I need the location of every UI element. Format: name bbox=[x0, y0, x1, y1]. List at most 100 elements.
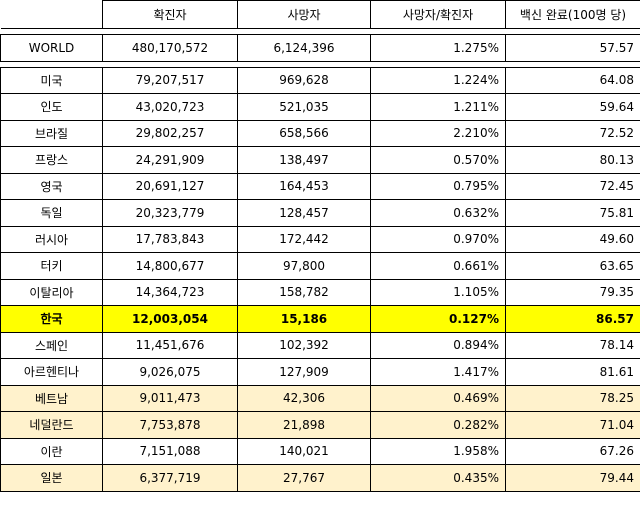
deaths-cell: 27,767 bbox=[237, 464, 371, 492]
vaccine-cell: 86.57 bbox=[505, 305, 640, 333]
header-fatality-ratio: 사망자/확진자 bbox=[370, 0, 506, 29]
cases-cell: 14,364,723 bbox=[102, 278, 238, 306]
table-row: 스페인 11,451,676 102,392 0.894% 78.14 bbox=[0, 331, 640, 359]
table-row: 네덜란드 7,753,878 21,898 0.282% 71.04 bbox=[0, 411, 640, 439]
cases-cell: 79,207,517 bbox=[102, 66, 238, 94]
vaccine-cell: 79.35 bbox=[505, 278, 640, 306]
vaccine-cell: 57.57 bbox=[505, 34, 640, 62]
deaths-cell: 969,628 bbox=[237, 66, 371, 94]
header-vaccination: 백신 완료(100명 당) bbox=[505, 0, 640, 29]
deaths-cell: 521,035 bbox=[237, 93, 371, 121]
country-name: 독일 bbox=[0, 199, 103, 227]
deaths-cell: 658,566 bbox=[237, 119, 371, 147]
cases-cell: 17,783,843 bbox=[102, 225, 238, 253]
ratio-cell: 0.661% bbox=[370, 252, 506, 280]
ratio-cell: 0.127% bbox=[370, 305, 506, 333]
vaccine-cell: 49.60 bbox=[505, 225, 640, 253]
vaccine-cell: 75.81 bbox=[505, 199, 640, 227]
ratio-cell: 1.211% bbox=[370, 93, 506, 121]
header-cases: 확진자 bbox=[102, 0, 238, 29]
deaths-cell: 140,021 bbox=[237, 437, 371, 465]
deaths-cell: 6,124,396 bbox=[237, 34, 371, 62]
table-row: 러시아 17,783,843 172,442 0.970% 49.60 bbox=[0, 225, 640, 253]
table-row: 프랑스 24,291,909 138,497 0.570% 80.13 bbox=[0, 146, 640, 174]
spacer-row bbox=[0, 60, 640, 68]
ratio-cell: 0.894% bbox=[370, 331, 506, 359]
vaccine-cell: 78.25 bbox=[505, 384, 640, 412]
cases-cell: 9,026,075 bbox=[102, 358, 238, 386]
ratio-cell: 0.282% bbox=[370, 411, 506, 439]
table-row: 독일 20,323,779 128,457 0.632% 75.81 bbox=[0, 199, 640, 227]
covid-stats-table: 확진자 사망자 사망자/확진자 백신 완료(100명 당) WORLD 480,… bbox=[0, 0, 640, 492]
deaths-cell: 128,457 bbox=[237, 199, 371, 227]
ratio-cell: 0.570% bbox=[370, 146, 506, 174]
table-row: 미국 79,207,517 969,628 1.224% 64.08 bbox=[0, 66, 640, 94]
vaccine-cell: 79.44 bbox=[505, 464, 640, 492]
header-row: 확진자 사망자 사망자/확진자 백신 완료(100명 당) bbox=[0, 0, 640, 29]
deaths-cell: 15,186 bbox=[237, 305, 371, 333]
cases-cell: 7,151,088 bbox=[102, 437, 238, 465]
spacer-row bbox=[0, 28, 640, 35]
table-row: 이란 7,151,088 140,021 1.958% 67.26 bbox=[0, 437, 640, 465]
table-row: 터키 14,800,677 97,800 0.661% 63.65 bbox=[0, 252, 640, 280]
vaccine-cell: 72.52 bbox=[505, 119, 640, 147]
deaths-cell: 158,782 bbox=[237, 278, 371, 306]
header-deaths: 사망자 bbox=[237, 0, 371, 29]
vaccine-cell: 80.13 bbox=[505, 146, 640, 174]
ratio-cell: 1.958% bbox=[370, 437, 506, 465]
vaccine-cell: 81.61 bbox=[505, 358, 640, 386]
vaccine-cell: 64.08 bbox=[505, 66, 640, 94]
vaccine-cell: 72.45 bbox=[505, 172, 640, 200]
country-name: 일본 bbox=[0, 464, 103, 492]
ratio-cell: 0.435% bbox=[370, 464, 506, 492]
ratio-cell: 1.417% bbox=[370, 358, 506, 386]
country-name: 한국 bbox=[0, 305, 103, 333]
country-name: 프랑스 bbox=[0, 146, 103, 174]
table-row: 이탈리아 14,364,723 158,782 1.105% 79.35 bbox=[0, 278, 640, 306]
country-name: 터키 bbox=[0, 252, 103, 280]
cases-cell: 29,802,257 bbox=[102, 119, 238, 147]
header-corner-cell bbox=[0, 0, 103, 29]
vaccine-cell: 59.64 bbox=[505, 93, 640, 121]
ratio-cell: 0.469% bbox=[370, 384, 506, 412]
country-name: 인도 bbox=[0, 93, 103, 121]
ratio-cell: 1.224% bbox=[370, 66, 506, 94]
ratio-cell: 1.275% bbox=[370, 34, 506, 62]
table-row: 인도 43,020,723 521,035 1.211% 59.64 bbox=[0, 93, 640, 121]
cases-cell: 14,800,677 bbox=[102, 252, 238, 280]
country-name: 이탈리아 bbox=[0, 278, 103, 306]
country-name: 네덜란드 bbox=[0, 411, 103, 439]
ratio-cell: 0.632% bbox=[370, 199, 506, 227]
vaccine-cell: 67.26 bbox=[505, 437, 640, 465]
cases-cell: 480,170,572 bbox=[102, 34, 238, 62]
cases-cell: 20,691,127 bbox=[102, 172, 238, 200]
table-row: 브라질 29,802,257 658,566 2.210% 72.52 bbox=[0, 119, 640, 147]
cases-cell: 9,011,473 bbox=[102, 384, 238, 412]
cases-cell: 11,451,676 bbox=[102, 331, 238, 359]
country-name: 미국 bbox=[0, 66, 103, 94]
world-row: WORLD 480,170,572 6,124,396 1.275% 57.57 bbox=[0, 34, 640, 62]
deaths-cell: 97,800 bbox=[237, 252, 371, 280]
ratio-cell: 0.795% bbox=[370, 172, 506, 200]
country-name: 아르헨티나 bbox=[0, 358, 103, 386]
cases-cell: 12,003,054 bbox=[102, 305, 238, 333]
country-name: 러시아 bbox=[0, 225, 103, 253]
deaths-cell: 42,306 bbox=[237, 384, 371, 412]
country-name: 베트남 bbox=[0, 384, 103, 412]
deaths-cell: 138,497 bbox=[237, 146, 371, 174]
deaths-cell: 102,392 bbox=[237, 331, 371, 359]
vaccine-cell: 63.65 bbox=[505, 252, 640, 280]
deaths-cell: 172,442 bbox=[237, 225, 371, 253]
ratio-cell: 2.210% bbox=[370, 119, 506, 147]
country-name: WORLD bbox=[0, 34, 103, 62]
cases-cell: 7,753,878 bbox=[102, 411, 238, 439]
ratio-cell: 1.105% bbox=[370, 278, 506, 306]
cases-cell: 43,020,723 bbox=[102, 93, 238, 121]
table-row: 베트남 9,011,473 42,306 0.469% 78.25 bbox=[0, 384, 640, 412]
cases-cell: 24,291,909 bbox=[102, 146, 238, 174]
country-name: 이란 bbox=[0, 437, 103, 465]
table-row: 영국 20,691,127 164,453 0.795% 72.45 bbox=[0, 172, 640, 200]
table-row: 한국 12,003,054 15,186 0.127% 86.57 bbox=[0, 305, 640, 333]
deaths-cell: 127,909 bbox=[237, 358, 371, 386]
table-row: 일본 6,377,719 27,767 0.435% 79.44 bbox=[0, 464, 640, 492]
